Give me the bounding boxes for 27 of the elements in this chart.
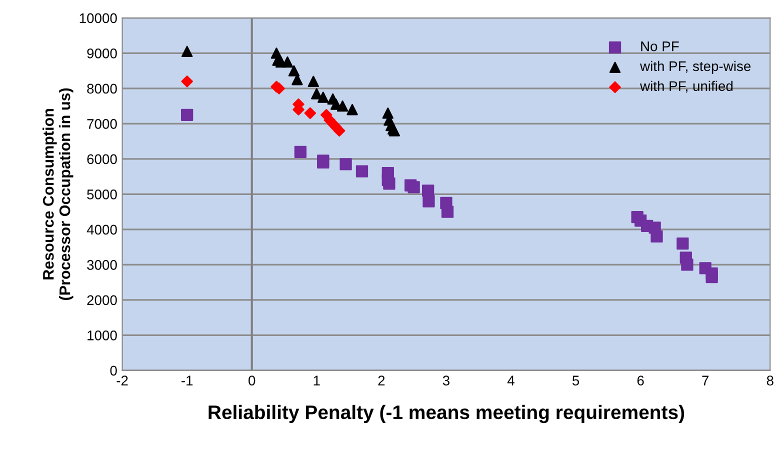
x-tick-label: 6 [637, 376, 644, 386]
legend-label: with PF, step-wise [640, 60, 751, 74]
x-tick-label: 2 [378, 376, 385, 386]
x-tick-label: 4 [507, 376, 514, 386]
y-tick-label: 9000 [87, 48, 117, 58]
y-tick-label: 0 [110, 366, 117, 376]
x-tick-label: -1 [182, 376, 193, 386]
y-tick-label: 6000 [87, 154, 117, 164]
legend-label: with PF, unified [640, 80, 733, 93]
y-axis-title: Resource Consumption (Processor Occupation in us) [42, 88, 74, 300]
y-tick-label: 7000 [87, 119, 117, 129]
x-tick-label: 5 [572, 376, 580, 386]
y-tick-label: 4000 [86, 224, 117, 235]
x-tick-label: 3 [442, 376, 450, 386]
x-tick-label: 7 [702, 376, 709, 386]
y-tick-label: 3000 [87, 260, 117, 270]
y-tick-label: 1000 [88, 330, 117, 340]
x-axis-title: Reliability Penalty (-1 means meeting requirements) [208, 404, 684, 424]
y-tick-label: 5000 [87, 190, 117, 200]
y-tick-label: 8000 [87, 84, 117, 94]
x-tick-label: 8 [766, 376, 774, 386]
x-tick-label: 1 [314, 376, 320, 386]
y-tick-label: 2000 [87, 295, 117, 306]
legend-label: No PF [641, 42, 679, 52]
x-tick-label: 0 [248, 376, 256, 386]
x-tick-label: -2 [116, 376, 128, 386]
y-tick-label: 10000 [80, 13, 117, 24]
